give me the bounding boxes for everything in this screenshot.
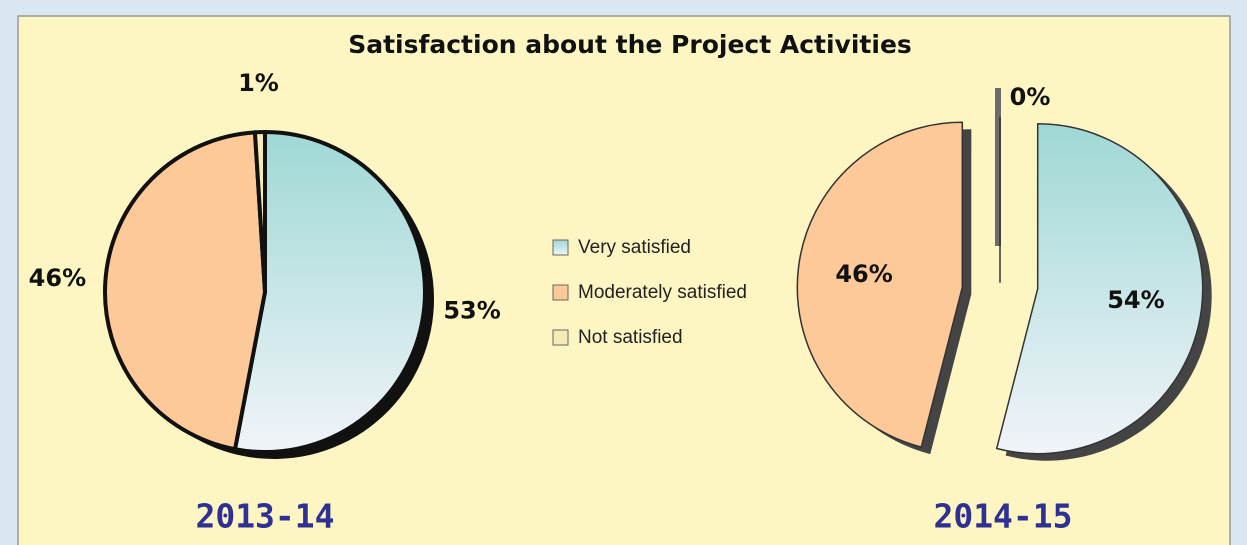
legend-swatch (552, 239, 569, 256)
slice (233, 130, 427, 454)
data-label: 0% (1010, 83, 1051, 111)
zero-indicator (995, 88, 1001, 246)
pie-title: 2014-15 (933, 497, 1072, 536)
data-label: 46% (835, 260, 892, 288)
legend-label: Moderately satisfied (578, 282, 747, 303)
data-label: 1% (238, 69, 279, 97)
chart-title: Satisfaction about the Project Activitie… (348, 30, 912, 59)
legend-swatch (552, 329, 569, 346)
legend-label: Not satisfied (578, 327, 683, 348)
pie-title: 2013-14 (195, 497, 334, 536)
data-label: 54% (1107, 286, 1164, 314)
legend-swatch (552, 284, 569, 301)
slice (995, 122, 1204, 455)
slice (103, 130, 267, 452)
data-label: 53% (443, 297, 500, 325)
slice (252, 130, 267, 294)
slice (796, 121, 964, 448)
data-label: 46% (29, 264, 86, 292)
legend-label: Very satisfied (578, 237, 691, 258)
